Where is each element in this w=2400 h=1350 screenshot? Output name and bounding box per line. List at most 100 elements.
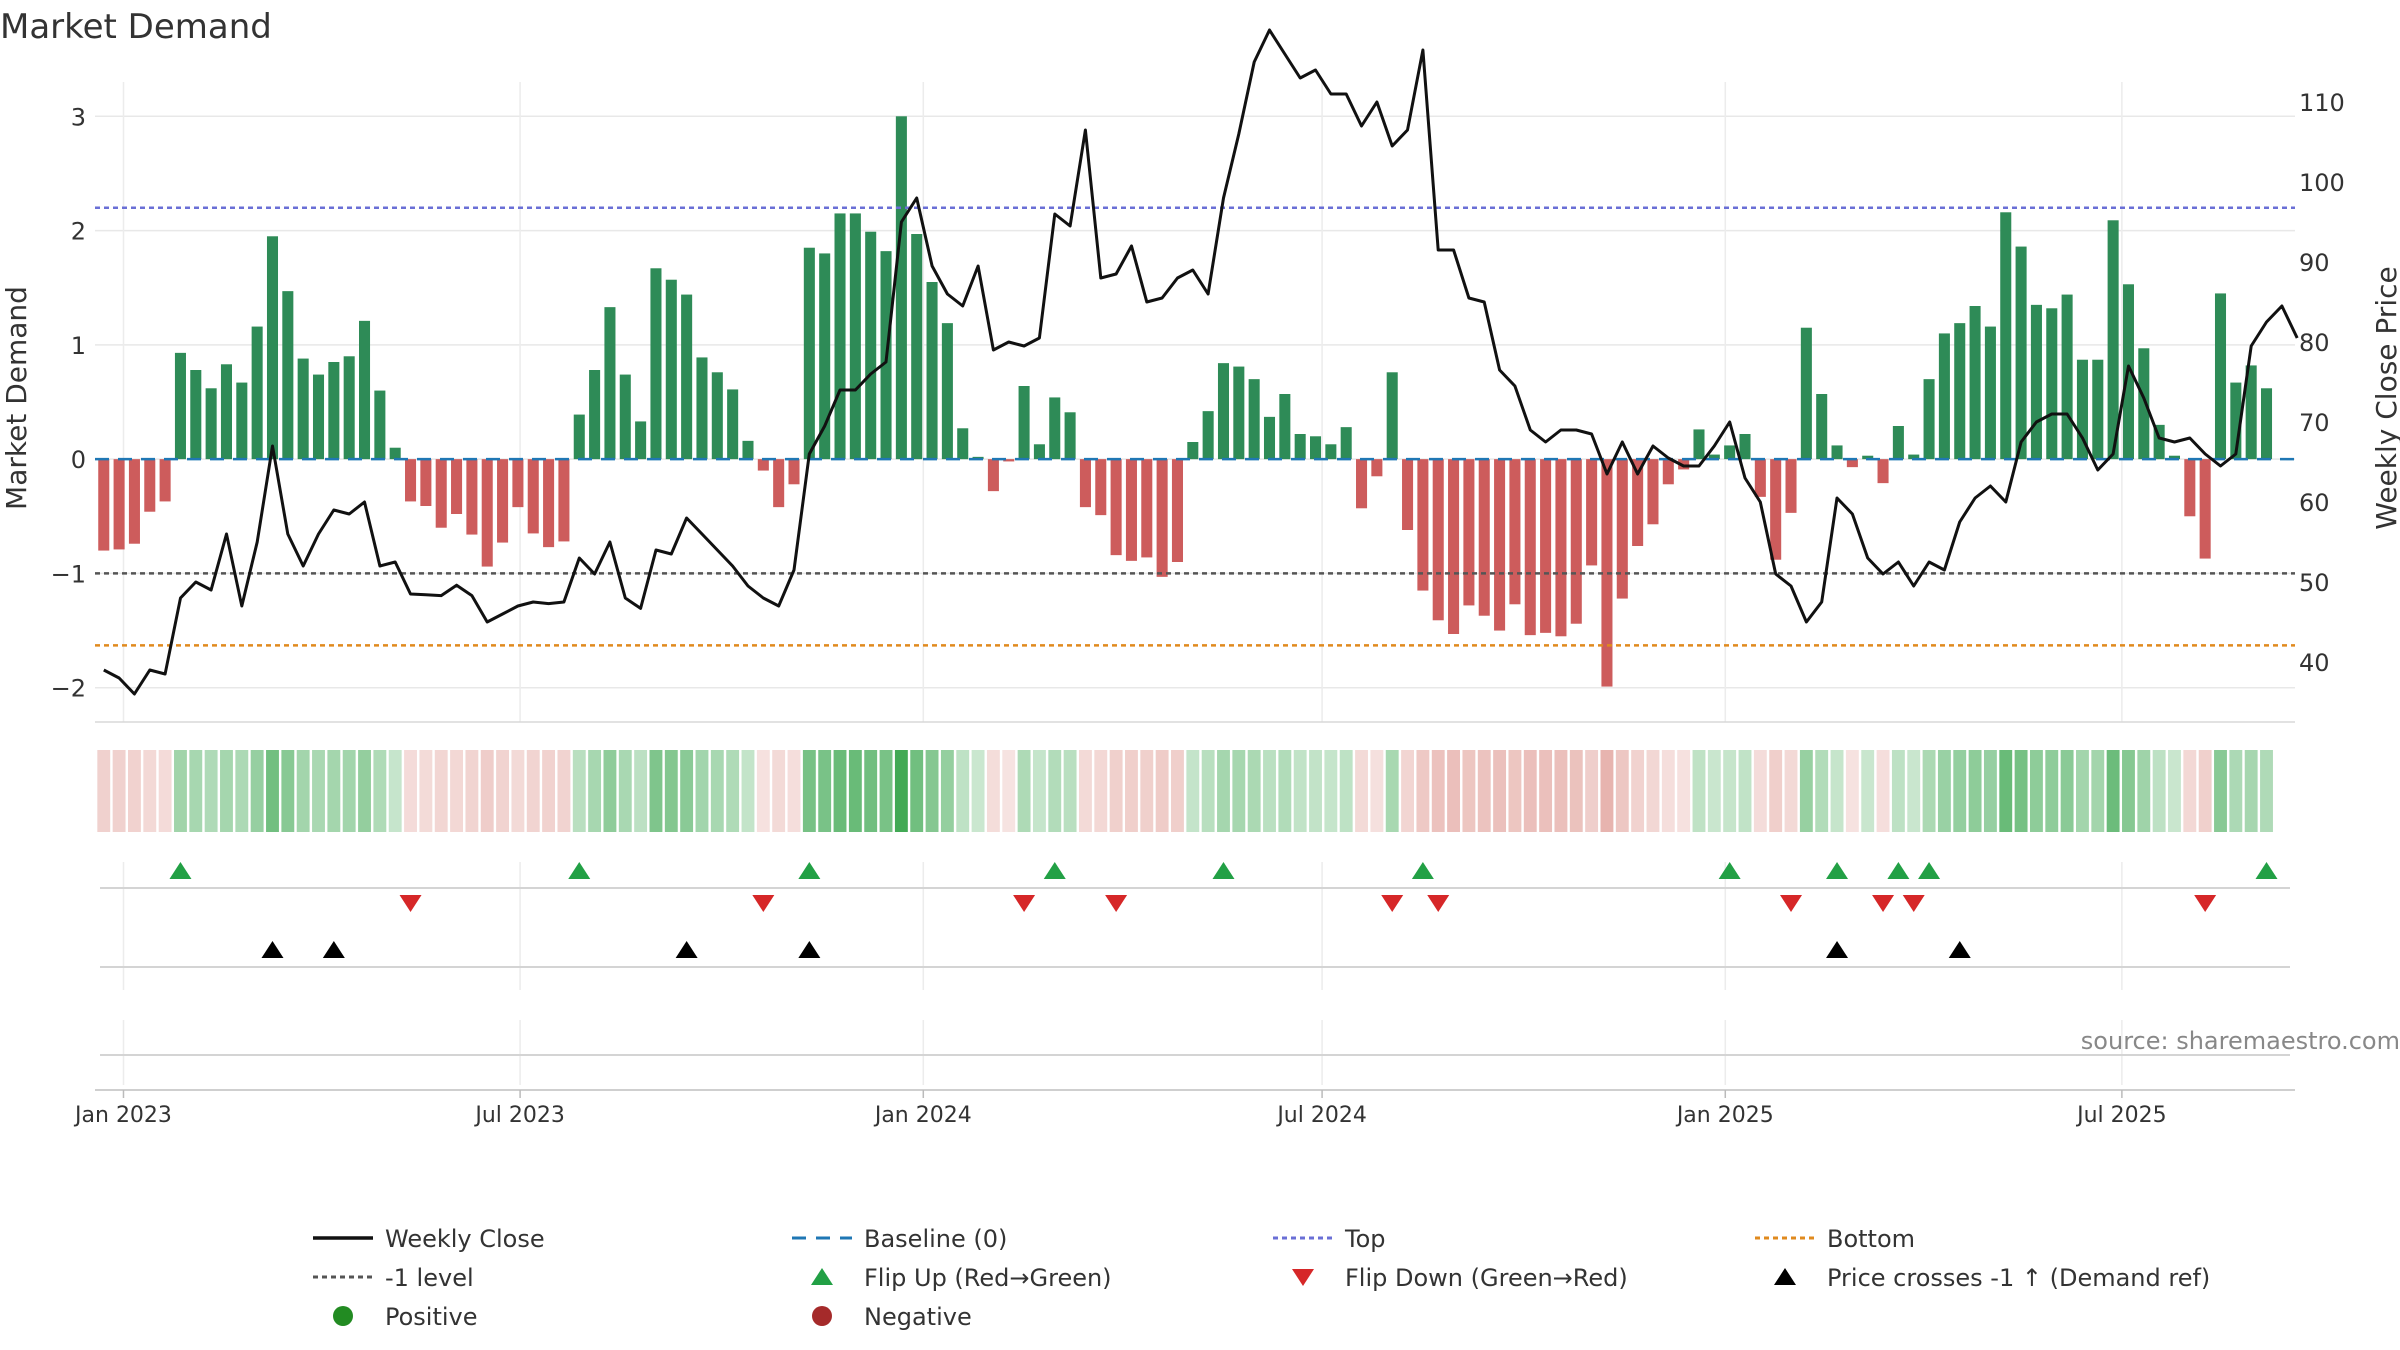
heat-cell [1094, 750, 1108, 832]
heat-cell [1278, 750, 1292, 832]
heat-cell [1953, 750, 1967, 832]
heat-cell [1937, 750, 1951, 832]
demand-bar [834, 213, 846, 460]
demand-bar [1402, 459, 1414, 530]
flip-up-marker [1212, 862, 1235, 879]
heat-cell [1140, 750, 1154, 832]
x-tick-label: Jul 2023 [473, 1103, 565, 1128]
y2-tick-label: 100 [2299, 169, 2345, 197]
demand-bar [1356, 459, 1368, 509]
demand-bar [1003, 459, 1015, 462]
y2-tick-label: 80 [2299, 329, 2330, 357]
y-tick-label: 3 [71, 103, 86, 131]
demand-bar [619, 374, 631, 460]
legend-item: Flip Up (Red→Green) [811, 1264, 1112, 1292]
heat-cell [1799, 750, 1813, 832]
demand-bar [1156, 459, 1168, 577]
heat-cell [327, 750, 341, 832]
demand-bar [1049, 397, 1061, 460]
demand-bar [2260, 388, 2273, 460]
demand-bar [788, 459, 800, 485]
demand-bar [2015, 246, 2027, 460]
heat-cell [1615, 750, 1629, 832]
legend-item: Flip Down (Green→Red) [1292, 1264, 1628, 1292]
demand-bar [220, 364, 232, 460]
heat-cell [266, 750, 279, 832]
heat-cell [312, 750, 325, 832]
heat-cell [1017, 750, 1031, 832]
legend-swatch [1292, 1269, 1314, 1286]
y-tick-label: 2 [71, 218, 86, 246]
demand-bar [512, 459, 524, 508]
heat-cell [1385, 750, 1399, 832]
heat-cell [726, 750, 740, 832]
demand-bar [527, 459, 539, 534]
flip-up-marker [1718, 862, 1741, 879]
demand-bar [1033, 444, 1045, 460]
demand-bar [389, 447, 401, 460]
heat-cell [787, 750, 801, 832]
demand-bar [865, 231, 877, 460]
demand-bar [1831, 445, 1843, 460]
heat-cell [802, 750, 816, 832]
demand-bar [635, 421, 647, 460]
demand-bar [2184, 459, 2196, 517]
demand-bar [696, 357, 708, 460]
y-axis-right-ticks: 40 50 60 70 80 90 100 110 [2299, 89, 2345, 677]
heat-cell [2168, 750, 2181, 832]
demand-bar [1478, 459, 1490, 616]
y-axis-title-left: Market Demand [0, 286, 33, 510]
demand-bar [1095, 459, 1107, 516]
legend-item: Baseline (0) [792, 1225, 1007, 1253]
flip-down-marker [1105, 895, 1128, 912]
heat-cell [772, 750, 786, 832]
demand-bar [1125, 459, 1137, 561]
flip-down-marker [399, 895, 422, 912]
demand-bar [819, 253, 831, 460]
y-tick-label: 1 [71, 332, 86, 360]
heat-cell [496, 750, 510, 832]
demand-bar [2046, 308, 2058, 460]
legend-label: Negative [864, 1303, 972, 1331]
heat-cell [634, 750, 648, 832]
y-tick-label: −1 [51, 560, 86, 588]
demand-bar [1800, 327, 1812, 460]
heat-cell [1922, 750, 1936, 832]
heat-cell [1646, 750, 1660, 832]
demand-bar [1233, 366, 1245, 460]
heat-cell [1891, 750, 1905, 832]
flip-up-marker [798, 862, 821, 879]
demand-bar [1171, 459, 1183, 562]
demand-bar [343, 356, 355, 460]
demand-bar [2214, 293, 2227, 460]
demand-bar [1079, 459, 1091, 508]
heat-cell [833, 750, 847, 832]
heat-cell [1032, 750, 1046, 832]
heat-cell [1370, 750, 1384, 832]
source-label: source: sharemaestro.com [2081, 1027, 2400, 1055]
heat-cell [480, 750, 494, 832]
demand-bar [2030, 304, 2042, 460]
heat-cell [1186, 750, 1200, 832]
heat-cell [925, 750, 939, 832]
heat-cell [434, 750, 448, 832]
demand-bar [1141, 459, 1153, 558]
demand-bar [1678, 459, 1690, 470]
demand-bar [803, 247, 815, 460]
demand-bar [1770, 459, 1782, 560]
heat-cell [1707, 750, 1721, 832]
flip-up-marker [1887, 862, 1910, 879]
heat-cell [2229, 750, 2243, 832]
demand-bar [2153, 424, 2165, 460]
demand-bar [405, 459, 417, 502]
legend-swatch [1774, 1268, 1796, 1285]
heat-cell [2029, 750, 2043, 832]
demand-bar [174, 352, 186, 460]
demand-bar [558, 459, 570, 542]
demand-bar [1724, 445, 1736, 460]
flip-down-marker [1013, 895, 1036, 912]
demand-bar [1371, 459, 1383, 477]
heat-cell [189, 750, 203, 832]
heat-cell [419, 750, 433, 832]
legend-label: Flip Up (Red→Green) [864, 1264, 1112, 1292]
